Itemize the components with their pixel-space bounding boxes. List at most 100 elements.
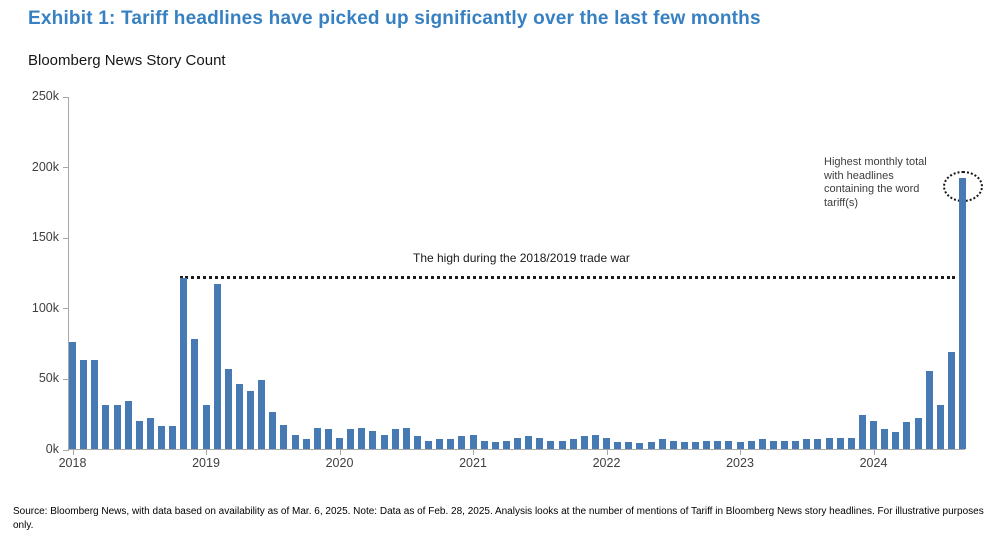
bar xyxy=(892,432,900,449)
bar xyxy=(69,341,76,449)
bar xyxy=(102,405,110,449)
y-tick-label: 200k xyxy=(31,159,59,174)
x-axis-tick xyxy=(740,450,741,455)
bar xyxy=(814,439,822,449)
bar xyxy=(269,412,277,449)
bar xyxy=(380,434,388,449)
y-tick-label: 100k xyxy=(31,300,59,315)
trade-war-high-reference-line xyxy=(180,276,955,280)
bar xyxy=(936,405,944,449)
bar xyxy=(402,427,410,449)
y-axis-tick xyxy=(63,167,69,169)
bar xyxy=(202,405,210,449)
bar xyxy=(313,427,321,449)
bar xyxy=(247,391,254,449)
bar xyxy=(714,440,722,449)
chart-subtitle: Bloomberg News Story Count xyxy=(28,52,226,69)
y-tick-label: 50k xyxy=(38,371,59,386)
bar xyxy=(769,440,777,449)
bar xyxy=(169,426,177,449)
bar xyxy=(636,443,644,449)
bar xyxy=(569,439,577,449)
y-tick-label: 250k xyxy=(31,89,59,103)
x-axis-tick xyxy=(72,450,74,455)
bar xyxy=(347,429,355,449)
bar xyxy=(836,437,844,449)
bar xyxy=(336,437,343,449)
bar xyxy=(458,436,466,449)
bar xyxy=(224,368,232,449)
bar xyxy=(536,437,544,449)
bar xyxy=(825,437,833,449)
year-label: 2021 xyxy=(459,456,487,470)
bar xyxy=(847,437,855,449)
bar-chart-plot-area: The high during the 2018/2019 trade war … xyxy=(32,89,983,470)
y-axis-tick xyxy=(63,308,69,310)
bar xyxy=(280,425,288,449)
bar xyxy=(502,440,510,449)
bar xyxy=(803,439,811,449)
bar xyxy=(514,437,521,449)
x-axis-tick xyxy=(606,450,608,455)
bar xyxy=(870,420,877,449)
bar xyxy=(480,440,488,449)
y-tick-label: 150k xyxy=(31,230,59,245)
bar xyxy=(191,338,199,449)
bar xyxy=(658,439,666,449)
bar xyxy=(447,439,455,449)
bar xyxy=(625,441,633,449)
bar xyxy=(258,379,266,449)
bar xyxy=(91,360,99,449)
y-axis-tick xyxy=(63,449,69,451)
bar xyxy=(580,436,588,449)
highest-month-callout-text: Highest monthly total with headlines con… xyxy=(824,156,927,209)
bar xyxy=(491,441,499,449)
bar xyxy=(413,436,421,449)
bar xyxy=(135,420,143,449)
year-label: 2018 xyxy=(58,456,87,470)
bar xyxy=(614,441,622,449)
x-axis-tick xyxy=(339,450,341,455)
bar xyxy=(558,440,566,449)
bar xyxy=(736,441,744,449)
bar xyxy=(425,440,432,449)
exhibit-title: Exhibit 1: Tariff headlines have picked … xyxy=(28,8,761,29)
bar xyxy=(291,434,299,449)
bar xyxy=(758,439,766,449)
bar xyxy=(80,360,88,449)
y-axis-tick xyxy=(63,237,69,239)
bar xyxy=(358,427,366,449)
bar xyxy=(302,439,310,449)
bar xyxy=(603,437,610,449)
year-label: 2023 xyxy=(726,456,754,470)
y-axis-tick xyxy=(63,378,69,380)
bar xyxy=(469,434,477,449)
bar xyxy=(180,278,188,449)
reference-line-label: The high during the 2018/2019 trade war xyxy=(413,251,630,265)
bar xyxy=(792,440,800,449)
bar xyxy=(959,177,966,449)
x-axis-tick xyxy=(473,450,474,455)
year-label: 2020 xyxy=(325,456,354,470)
bar xyxy=(669,440,677,449)
bar xyxy=(925,371,933,449)
bar xyxy=(324,429,332,449)
y-axis-tick xyxy=(63,96,69,98)
x-axis-tick xyxy=(873,450,875,455)
bar xyxy=(692,441,699,449)
bar xyxy=(858,415,866,449)
bar xyxy=(369,430,377,449)
bar xyxy=(747,440,755,449)
bar xyxy=(113,405,121,449)
bar xyxy=(158,426,165,449)
bar xyxy=(146,417,154,449)
bar xyxy=(781,440,788,449)
year-label: 2022 xyxy=(592,456,621,470)
bar xyxy=(647,441,655,449)
bar xyxy=(124,401,132,449)
bar xyxy=(725,440,733,449)
bar xyxy=(903,422,911,449)
bar xyxy=(235,384,243,449)
x-axis-tick xyxy=(206,450,207,455)
